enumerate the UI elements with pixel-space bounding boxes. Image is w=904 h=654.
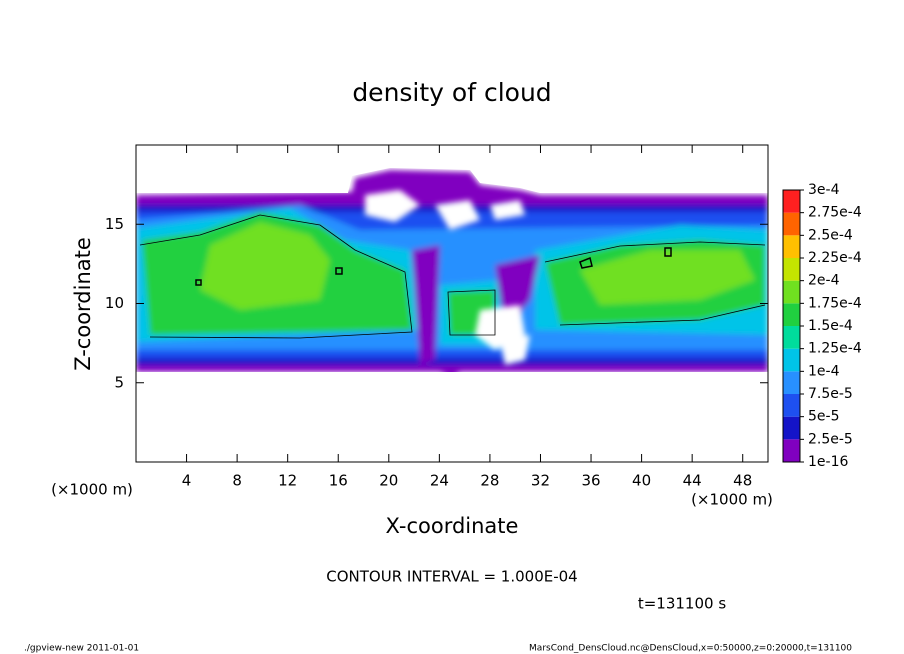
x-tick-label: 36 bbox=[581, 472, 600, 490]
x-tick-label: 44 bbox=[683, 472, 702, 490]
x-tick-label: 20 bbox=[379, 472, 398, 490]
y-unit: (×1000 m) bbox=[51, 481, 133, 499]
x-tick-label: 40 bbox=[632, 472, 651, 490]
x-tick-label: 12 bbox=[278, 472, 297, 490]
colorbar-label: 3e-4 bbox=[808, 182, 840, 198]
x-unit: (×1000 m) bbox=[691, 491, 773, 509]
colorbar-label: 1e-16 bbox=[808, 454, 848, 470]
x-tick-label: 16 bbox=[329, 472, 348, 490]
y-tick-label: 5 bbox=[114, 373, 124, 391]
y-axis-label: Z-coordinate bbox=[71, 237, 95, 371]
x-tick-label: 48 bbox=[733, 472, 752, 490]
time-label: t=131100 s bbox=[638, 595, 726, 613]
colorbar-band bbox=[783, 212, 800, 236]
colorbar-label: 2.25e-4 bbox=[808, 250, 862, 266]
x-tick-label: 28 bbox=[480, 472, 499, 490]
colorbar-label: 2.5e-4 bbox=[808, 227, 853, 243]
colorbar-band bbox=[783, 326, 800, 349]
colorbar-label: 1e-4 bbox=[808, 363, 840, 379]
contour-interval: CONTOUR INTERVAL = 1.000E-04 bbox=[326, 568, 577, 586]
colorbar-band bbox=[783, 371, 800, 394]
y-tick-label: 15 bbox=[105, 215, 124, 233]
colorbar-label: 1.5e-4 bbox=[808, 318, 853, 334]
x-tick-label: 24 bbox=[430, 472, 449, 490]
chart-title: density of cloud bbox=[352, 78, 551, 107]
colorbar-label: 1.75e-4 bbox=[808, 295, 862, 311]
colorbar-band bbox=[783, 190, 800, 213]
colorbar-label: 2.5e-5 bbox=[808, 431, 853, 447]
colorbar-label: 2.75e-4 bbox=[808, 205, 862, 221]
colorbar-band bbox=[783, 235, 800, 258]
colorbar-band bbox=[783, 280, 800, 304]
colorbar-band bbox=[783, 439, 800, 462]
x-tick-label: 4 bbox=[182, 472, 192, 490]
colorbar-label: 7.5e-5 bbox=[808, 386, 853, 402]
colorbar-band bbox=[783, 348, 800, 372]
x-tick-label: 32 bbox=[531, 472, 550, 490]
colorbar-label: 5e-5 bbox=[808, 409, 839, 425]
colorbar-label: 2e-4 bbox=[808, 273, 840, 289]
colorbar-band bbox=[783, 258, 800, 281]
footer-right: MarsCond_DensCloud.nc@DensCloud,x=0:5000… bbox=[529, 644, 852, 654]
x-axis-label: X-coordinate bbox=[386, 514, 519, 538]
colorbar-band bbox=[783, 394, 800, 417]
y-tick-label: 10 bbox=[105, 294, 124, 312]
contour-field bbox=[136, 145, 768, 462]
colorbar-band bbox=[783, 303, 800, 326]
colorbar-band bbox=[783, 416, 800, 440]
footer-left: ./gpview-new 2011-01-01 bbox=[24, 644, 139, 654]
x-tick-label: 8 bbox=[232, 472, 242, 490]
colorbar-label: 1.25e-4 bbox=[808, 341, 862, 357]
